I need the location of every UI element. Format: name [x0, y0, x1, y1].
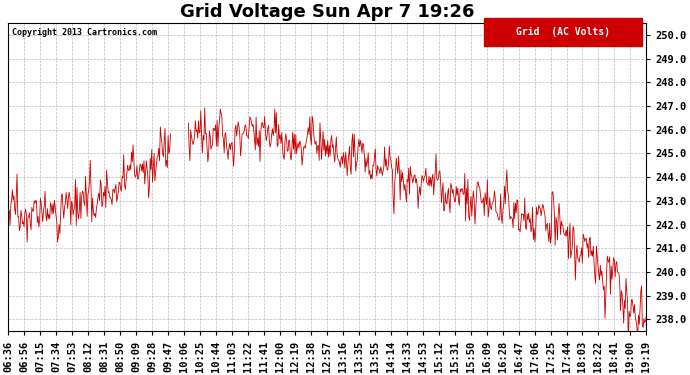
Text: Grid  (AC Volts): Grid (AC Volts): [515, 27, 610, 37]
Title: Grid Voltage Sun Apr 7 19:26: Grid Voltage Sun Apr 7 19:26: [180, 3, 475, 21]
Bar: [484, 18, 642, 46]
Text: Copyright 2013 Cartronics.com: Copyright 2013 Cartronics.com: [12, 28, 157, 37]
